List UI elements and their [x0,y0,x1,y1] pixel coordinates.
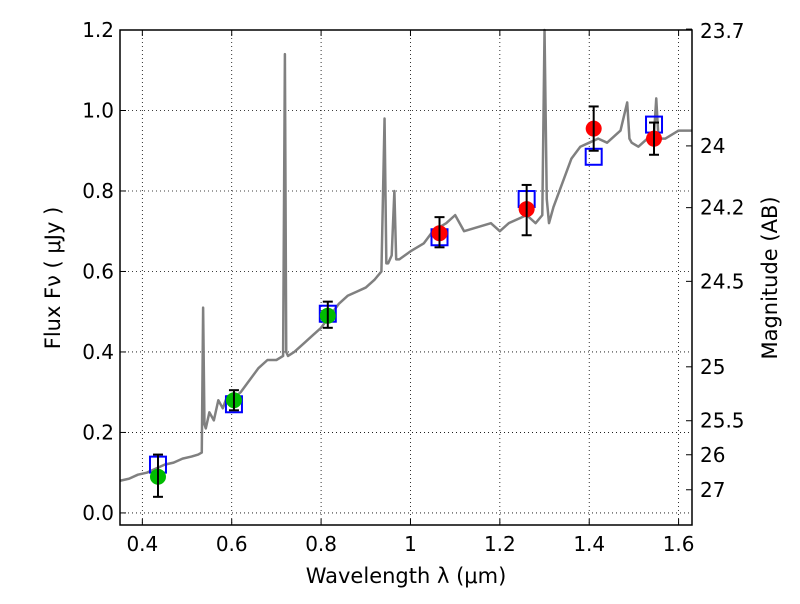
y-tick-label: 0.8 [82,179,114,203]
x-axis-label: Wavelength λ (μm) [306,564,507,588]
mag-tick-label: 24.5 [700,269,745,293]
mag-tick-label: 25.5 [700,409,745,433]
mag-tick-label: 26 [700,443,725,467]
mag-tick-label: 24 [700,134,725,158]
ticks-layer: 0.4 0.6 0.8 1 1.2 1.4 1.6 0.0 0.2 0.4 0.6 0.8 1.0 1.2… [82,18,744,556]
spectrum-layer [119,28,692,482]
x-tick-label: 1.6 [663,532,695,556]
x-tick-label: 0.4 [126,532,158,556]
mag-tick-label: 24.2 [700,196,745,220]
x-tick-label: 1 [404,532,417,556]
spectrum-line [119,28,692,482]
x-tick-label: 0.6 [216,532,248,556]
x-tick-label: 1.4 [573,532,605,556]
mag-tick-label: 25 [700,355,725,379]
y-tick-label: 0.4 [82,340,114,364]
y-tick-label: 1.0 [82,98,114,122]
plot-frame [119,29,693,526]
mag-tick-label: 23.7 [700,19,745,43]
y-tick-label: 1.2 [82,18,114,42]
mag-tick-label: 27 [700,478,725,502]
y-tick-label: 0.0 [82,501,114,525]
y2-axis-label: Magnitude (AB) [758,196,782,359]
x-tick-label: 1.2 [484,532,516,556]
grid [120,29,692,525]
marks-layer [148,105,664,498]
x-tick-label: 0.8 [305,532,337,556]
y-axis-label: Flux Fν ( μJy ) [41,207,65,350]
y-tick-label: 0.2 [82,420,114,444]
y-tick-label: 0.6 [82,259,114,283]
